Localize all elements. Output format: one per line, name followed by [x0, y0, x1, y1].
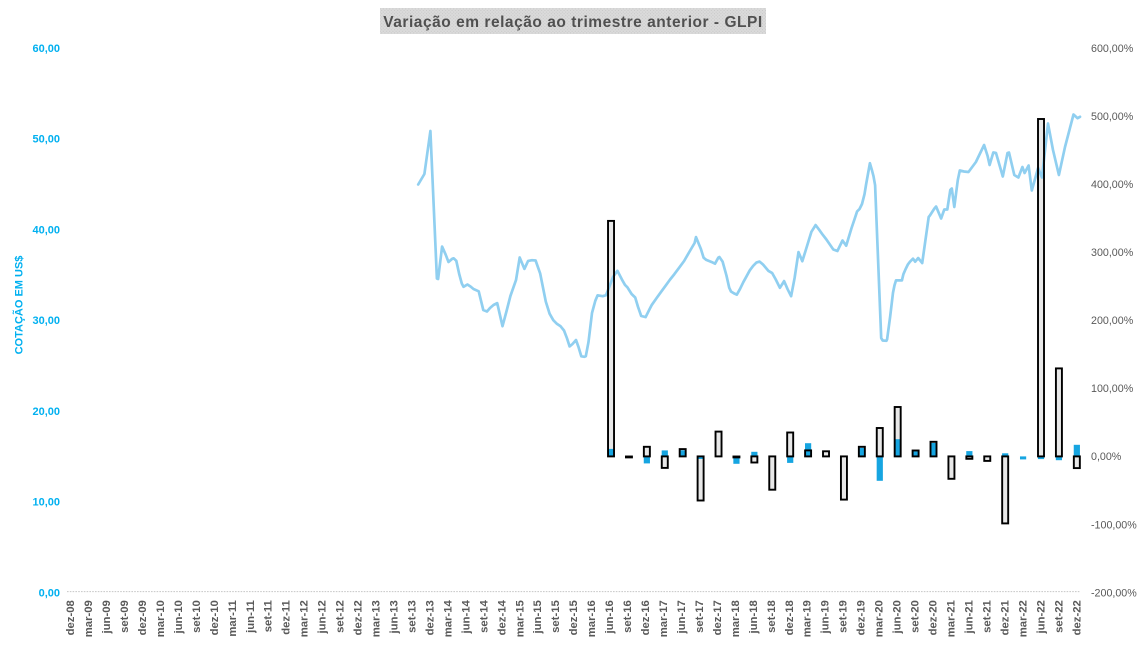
svg-text:600,00%: 600,00% [1091, 43, 1134, 55]
svg-text:0,00: 0,00 [39, 587, 60, 599]
svg-text:set-09: set-09 [119, 600, 131, 633]
svg-text:jun-14: jun-14 [460, 599, 472, 634]
svg-text:dez-11: dez-11 [281, 600, 293, 635]
svg-text:300,00%: 300,00% [1091, 247, 1134, 259]
svg-text:jun-15: jun-15 [532, 600, 544, 634]
svg-text:Variação em relação ao trimest: Variação em relação ao trimestre anterio… [383, 14, 763, 31]
svg-text:dez-14: dez-14 [496, 599, 508, 635]
svg-text:set-19: set-19 [838, 600, 850, 633]
svg-text:jun-21: jun-21 [964, 600, 976, 634]
svg-text:mar-20: mar-20 [874, 600, 886, 637]
svg-text:dez-18: dez-18 [784, 600, 796, 635]
svg-text:mar-21: mar-21 [946, 600, 958, 637]
svg-text:mar-18: mar-18 [730, 600, 742, 637]
svg-text:jun-17: jun-17 [676, 600, 688, 634]
svg-text:jun-18: jun-18 [748, 600, 760, 634]
svg-text:40,00: 40,00 [32, 224, 60, 236]
svg-text:dez-13: dez-13 [424, 600, 436, 635]
svg-text:mar-15: mar-15 [514, 600, 526, 637]
svg-text:60,00: 60,00 [32, 43, 60, 55]
svg-text:COTAÇÃO EM US$: COTAÇÃO EM US$ [13, 256, 26, 355]
svg-text:dez-10: dez-10 [209, 600, 221, 635]
svg-text:jun-13: jun-13 [389, 600, 401, 634]
svg-text:50,00: 50,00 [32, 134, 60, 146]
svg-text:dez-12: dez-12 [353, 600, 365, 635]
svg-text:10,00: 10,00 [32, 497, 60, 509]
svg-text:30,00: 30,00 [32, 315, 60, 327]
svg-text:mar-12: mar-12 [299, 600, 311, 637]
svg-text:set-20: set-20 [910, 600, 922, 633]
svg-text:100,00%: 100,00% [1091, 383, 1134, 395]
svg-text:dez-09: dez-09 [137, 600, 149, 635]
svg-text:set-17: set-17 [694, 600, 706, 633]
svg-text:0,00%: 0,00% [1091, 451, 1122, 463]
svg-text:set-12: set-12 [335, 600, 347, 633]
svg-text:set-15: set-15 [550, 600, 562, 633]
svg-text:dez-19: dez-19 [856, 600, 868, 635]
svg-text:jun-10: jun-10 [173, 600, 185, 634]
svg-text:set-10: set-10 [191, 600, 203, 633]
svg-text:mar-16: mar-16 [586, 600, 598, 637]
svg-text:20,00: 20,00 [32, 406, 60, 418]
svg-text:jun-16: jun-16 [604, 600, 616, 634]
svg-text:set-18: set-18 [766, 600, 778, 633]
svg-text:set-22: set-22 [1053, 600, 1065, 633]
svg-text:dez-21: dez-21 [999, 600, 1011, 635]
svg-text:dez-08: dez-08 [65, 600, 77, 635]
svg-text:set-21: set-21 [981, 600, 993, 633]
svg-text:set-11: set-11 [263, 600, 275, 632]
svg-text:500,00%: 500,00% [1091, 111, 1134, 123]
svg-text:-100,00%: -100,00% [1091, 519, 1137, 531]
svg-text:jun-12: jun-12 [317, 600, 329, 634]
svg-text:mar-10: mar-10 [155, 600, 167, 637]
svg-text:dez-16: dez-16 [640, 600, 652, 635]
svg-text:jun-19: jun-19 [820, 600, 832, 634]
svg-text:-200,00%: -200,00% [1091, 587, 1137, 599]
svg-text:mar-17: mar-17 [658, 600, 670, 637]
svg-text:mar-14: mar-14 [442, 599, 454, 637]
svg-text:200,00%: 200,00% [1091, 315, 1134, 327]
svg-text:jun-20: jun-20 [892, 600, 904, 634]
svg-text:400,00%: 400,00% [1091, 179, 1134, 191]
svg-text:dez-22: dez-22 [1071, 600, 1083, 635]
svg-text:dez-20: dez-20 [928, 600, 940, 635]
svg-text:mar-11: mar-11 [227, 600, 239, 636]
svg-text:set-14: set-14 [478, 599, 490, 632]
svg-text:dez-17: dez-17 [712, 600, 724, 635]
svg-text:jun-09: jun-09 [101, 600, 113, 634]
svg-text:mar-22: mar-22 [1017, 600, 1029, 637]
svg-text:jun-22: jun-22 [1035, 600, 1047, 634]
svg-text:mar-19: mar-19 [802, 600, 814, 637]
svg-text:mar-09: mar-09 [83, 600, 95, 637]
svg-text:set-16: set-16 [622, 600, 634, 633]
svg-text:dez-15: dez-15 [568, 600, 580, 635]
svg-text:mar-13: mar-13 [371, 600, 383, 637]
svg-text:jun-11: jun-11 [245, 600, 257, 634]
svg-text:set-13: set-13 [407, 600, 419, 633]
